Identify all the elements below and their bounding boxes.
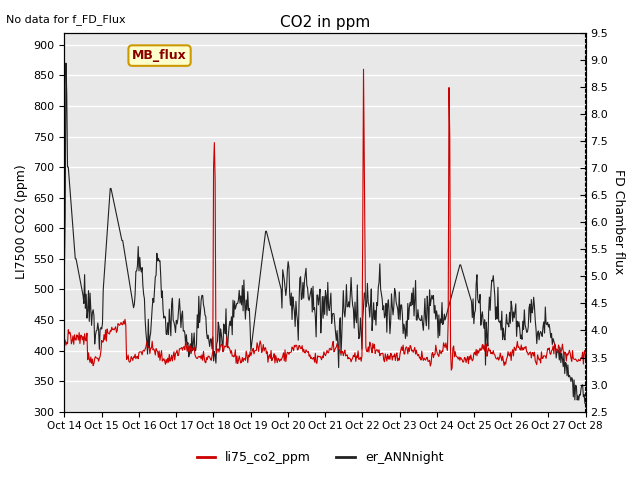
Title: CO2 in ppm: CO2 in ppm bbox=[280, 15, 370, 30]
Y-axis label: LI7500 CO2 (ppm): LI7500 CO2 (ppm) bbox=[15, 165, 28, 279]
Y-axis label: FD Chamber flux: FD Chamber flux bbox=[612, 169, 625, 275]
Legend: li75_co2_ppm, er_ANNnight: li75_co2_ppm, er_ANNnight bbox=[191, 446, 449, 469]
Text: MB_flux: MB_flux bbox=[132, 49, 187, 62]
Text: No data for f_FD_Flux: No data for f_FD_Flux bbox=[6, 14, 126, 25]
